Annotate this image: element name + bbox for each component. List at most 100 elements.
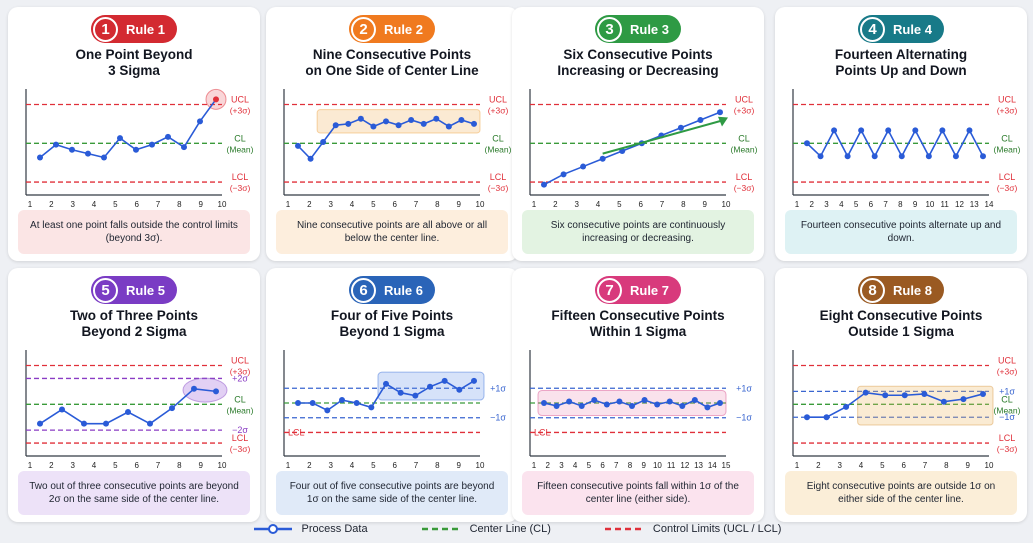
x-tick-label: 6 xyxy=(869,200,874,209)
legend-item-control-limits: Control Limits (UCL / LCL) xyxy=(603,523,781,535)
x-tick-label: 4 xyxy=(92,200,97,209)
rule-card-4: 4 Rule 4 Fourteen Alternating Points Up and… xyxy=(775,7,1027,261)
rule-title-line: Beyond 2 Sigma xyxy=(81,324,187,339)
x-tick-label: 3 xyxy=(837,461,842,470)
trend-arrow-head xyxy=(718,116,728,127)
data-point xyxy=(823,414,830,421)
data-point xyxy=(103,420,109,427)
data-point xyxy=(817,153,824,160)
rule-title: One Point Beyond 3 Sigma xyxy=(14,47,254,79)
x-tick-label: 4 xyxy=(573,461,578,470)
x-tick-label: 3 xyxy=(824,200,829,209)
x-tick-label: 6 xyxy=(600,461,605,470)
rule-number: 8 xyxy=(859,277,885,303)
data-point xyxy=(395,122,402,129)
control-chart: +1σ −1σ LCL 1 2 3 4 5 6 7 8 9 10 xyxy=(283,350,506,470)
data-point xyxy=(882,392,889,399)
rule-title: Two of Three Points Beyond 2 Sigma xyxy=(14,308,254,340)
x-tick-label: 3 xyxy=(559,461,564,470)
rule-badge: 2 Rule 2 xyxy=(348,15,436,43)
data-point xyxy=(844,153,851,160)
x-tick-label: 6 xyxy=(134,461,139,470)
data-point xyxy=(566,398,573,405)
data-point xyxy=(213,96,219,103)
minus-1-sigma-line-label: −1σ xyxy=(999,412,1015,422)
data-point xyxy=(427,383,433,390)
center-line-sublabel: (Mean) xyxy=(994,405,1021,415)
rule-card-3: 3 Rule 3 Six Consecutive Points Increasing … xyxy=(512,7,764,261)
ucl-line-sublabel: (+3σ) xyxy=(230,106,251,116)
x-tick-label: 3 xyxy=(328,461,333,470)
data-point xyxy=(553,402,560,409)
rule-description: Nine consecutive points are all above or… xyxy=(276,210,508,254)
x-tick-label: 8 xyxy=(177,461,182,470)
rule-number: 3 xyxy=(596,16,622,42)
x-tick-label: 14 xyxy=(985,200,994,209)
data-point xyxy=(81,420,87,427)
rule-number: 6 xyxy=(350,277,376,303)
x-tick-label: 4 xyxy=(92,461,97,470)
process-data-line xyxy=(807,391,984,419)
process-data-legend-icon xyxy=(253,524,292,534)
lcl-line-label: LCL xyxy=(232,172,249,182)
data-point xyxy=(295,142,301,149)
data-point xyxy=(952,153,959,160)
rule-number: 4 xyxy=(859,16,885,42)
rule-description: Two out of three consecutive points are … xyxy=(18,471,250,515)
x-tick-label: 1 xyxy=(286,200,291,209)
x-tick-label: 10 xyxy=(476,461,485,470)
rule-number: 7 xyxy=(596,277,622,303)
x-tick-label: 4 xyxy=(596,200,601,209)
data-point xyxy=(368,404,375,411)
ucl-line-label: UCL xyxy=(231,356,249,366)
center-line-label: CL xyxy=(234,133,246,143)
x-tick-label: 2 xyxy=(810,200,815,209)
x-tick-label: 4 xyxy=(350,461,355,470)
x-tick-label: 2 xyxy=(49,200,54,209)
rule-label: Rule 5 xyxy=(125,282,166,298)
x-tick-label: 5 xyxy=(880,461,885,470)
data-point xyxy=(980,153,986,160)
lcl-line-sublabel: (−3σ) xyxy=(734,183,755,193)
data-point xyxy=(324,407,331,414)
data-point xyxy=(37,420,43,427)
x-tick-label: 2 xyxy=(816,461,821,470)
x-tick-label: 12 xyxy=(955,200,964,209)
rule-badge: 6 Rule 6 xyxy=(348,276,436,304)
ucl-line-sublabel: (+3σ) xyxy=(734,106,755,116)
data-point xyxy=(307,155,314,162)
data-point xyxy=(181,144,187,151)
x-tick-label: 5 xyxy=(113,200,118,209)
control-limits-legend-icon xyxy=(604,527,643,531)
x-tick-label: 5 xyxy=(371,200,376,209)
data-point xyxy=(383,118,389,125)
x-tick-label: 2 xyxy=(307,200,312,209)
rule-title-line: on One Side of Center Line xyxy=(305,63,479,78)
x-tick-label: 6 xyxy=(901,461,906,470)
data-point xyxy=(309,400,316,406)
x-tick-label: 1 xyxy=(28,461,33,470)
data-point xyxy=(804,414,810,421)
rule-badge: 8 Rule 8 xyxy=(857,276,945,304)
control-chart: UCL(+3σ) CL(Mean) LCL(−3σ) 1 2 3 4 5 6 7 8 9 10 xyxy=(25,88,254,209)
data-point xyxy=(433,115,440,122)
data-point xyxy=(456,386,463,393)
x-tick-label: 8 xyxy=(435,200,440,209)
data-point xyxy=(939,127,946,134)
legend-label-center-line: Center Line (CL) xyxy=(469,523,551,535)
trend-arrow xyxy=(602,119,725,155)
x-tick-label: 9 xyxy=(913,200,918,209)
data-point xyxy=(197,118,203,125)
data-point xyxy=(191,385,197,392)
data-point xyxy=(53,141,59,148)
data-point xyxy=(960,396,967,403)
rule-title-line: Beyond 1 Sigma xyxy=(339,324,445,339)
x-tick-label: 7 xyxy=(614,461,619,470)
rule-card-5: 5 Rule 5 Two of Three Points Beyond 2 Sigma… xyxy=(8,268,260,522)
x-tick-label: 7 xyxy=(923,461,928,470)
ucl-line-label: UCL xyxy=(998,95,1016,105)
data-point xyxy=(101,154,107,161)
x-tick-label: 8 xyxy=(435,461,440,470)
